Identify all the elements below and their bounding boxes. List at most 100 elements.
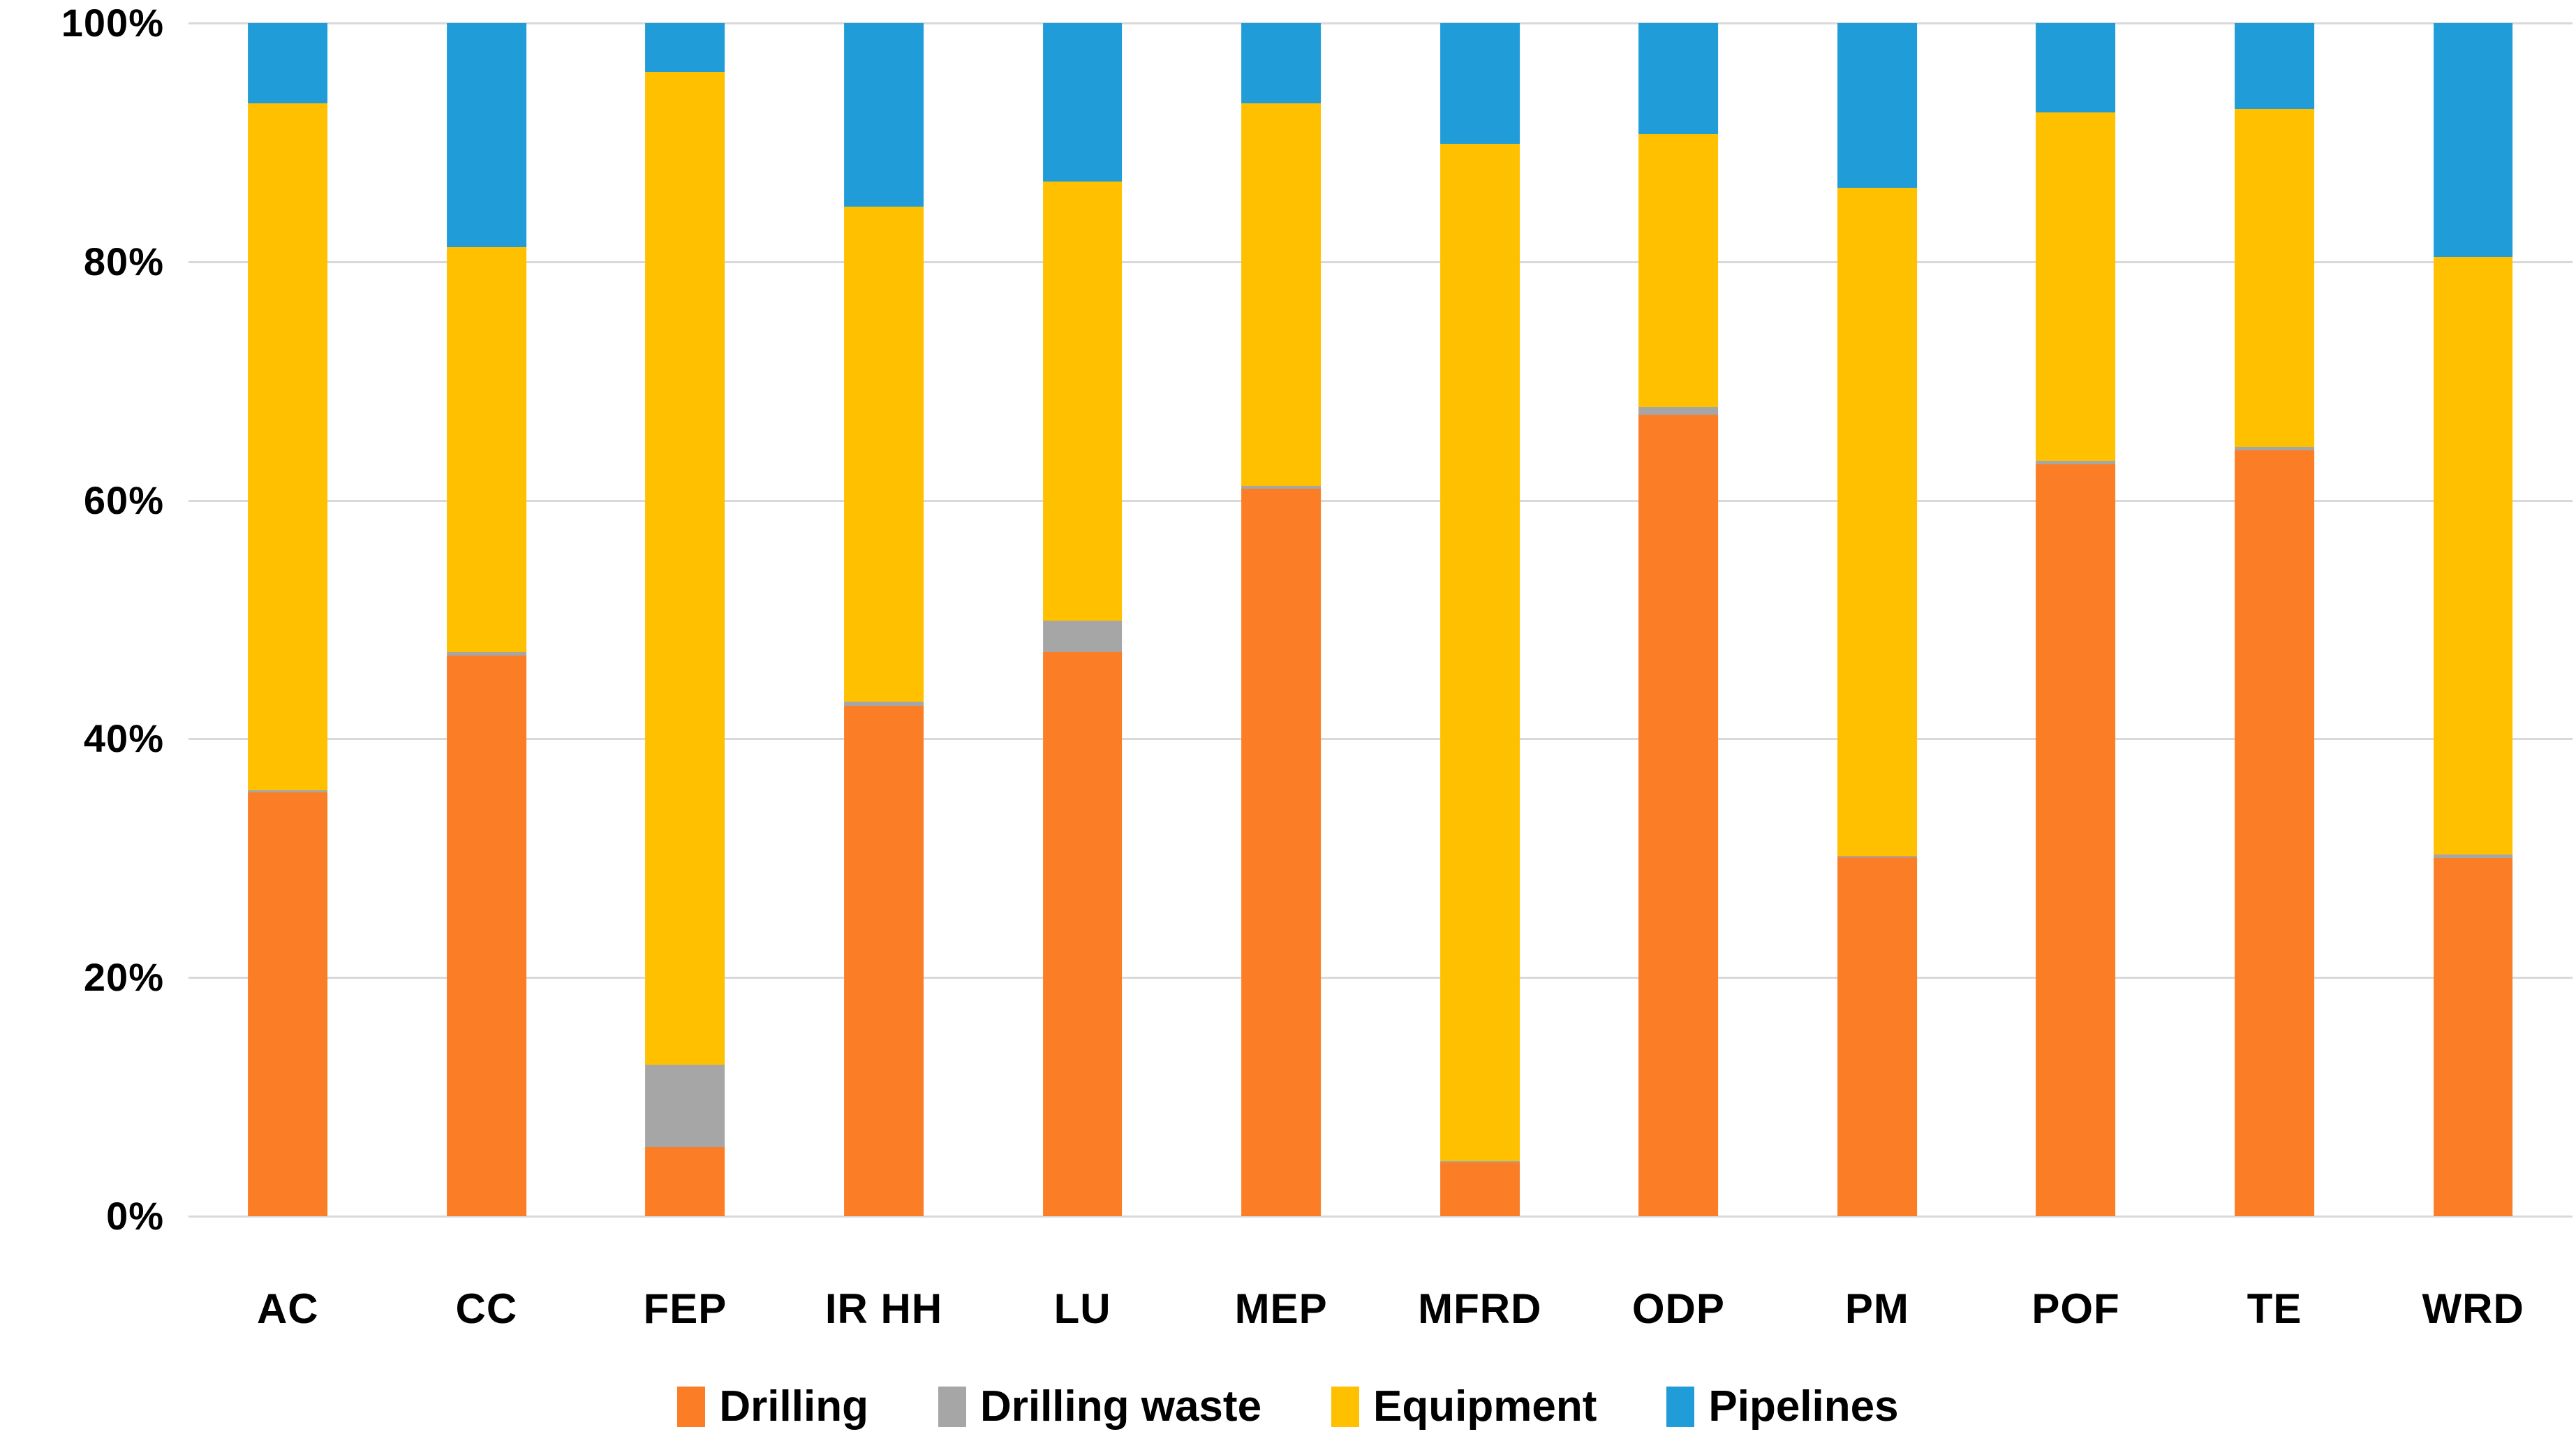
bar-segment-drilling-waste-odp [1638,407,1719,415]
bar-segment-drilling-ir-hh [844,705,924,1216]
bar-segment-equipment-ir-hh [844,207,924,702]
category-column-lu [983,23,1182,1216]
bar-segment-equipment-mfrd [1439,143,1520,1162]
bar-ir-hh [844,23,924,1216]
y-tick-label-20: 20% [83,955,164,1000]
category-column-ac [188,23,387,1216]
bar-segment-drilling-te [2235,450,2314,1216]
legend-label-drilling: Drilling [719,1382,868,1431]
gridline-60 [188,499,2573,502]
plot-area [188,22,2573,1218]
category-column-fep [586,23,785,1216]
bar-pof [2036,23,2116,1216]
bar-segment-equipment-fep [645,72,725,1065]
y-tick-label-40: 40% [83,716,164,761]
bar-segment-drilling-waste-te [2235,446,2314,450]
bar-segment-drilling-waste-mep [1241,486,1322,489]
x-axis-label-ir-hh: IR HH [824,1285,943,1332]
legend-swatch-pipelines [1666,1387,1695,1427]
legend-label-equipment: Equipment [1373,1382,1597,1431]
bar-segment-pipelines-mfrd [1439,23,1520,144]
bar-segment-drilling-waste-ir-hh [844,702,924,706]
category-column-pof [1976,23,2175,1216]
x-axis-label-pof: POF [2031,1285,2120,1332]
x-axis-label-lu: LU [1053,1285,1111,1332]
bar-segment-drilling-waste-mfrd [1439,1161,1520,1163]
category-column-cc [387,23,586,1216]
bar-segment-pipelines-mep [1241,23,1322,103]
y-tick-label-100: 100% [61,1,164,45]
bars-layer [188,23,2573,1216]
legend: Drilling Drilling waste Equipment Pipelines [0,1379,2576,1435]
bar-fep [645,23,725,1216]
bar-wrd [2433,23,2513,1216]
bar-segment-equipment-te [2235,109,2314,447]
category-column-wrd [2374,23,2573,1216]
category-column-odp [1579,23,1778,1216]
gridline-100 [188,22,2573,24]
y-tick-label-0: 0% [106,1194,164,1238]
category-column-mfrd [1380,23,1579,1216]
legend-item-pipelines: Pipelines [1666,1379,1899,1435]
bar-segment-equipment-cc [446,247,526,652]
bar-segment-drilling-waste-wrd [2433,855,2513,859]
bar-segment-drilling-mep [1241,488,1322,1216]
x-axis-label-fep: FEP [643,1285,727,1332]
bar-te [2235,23,2314,1216]
bar-ac [248,23,328,1216]
bar-segment-pipelines-pof [2036,23,2116,113]
bar-segment-pipelines-ac [248,23,328,103]
legend-label-pipelines: Pipelines [1708,1382,1899,1431]
bar-segment-pipelines-te [2235,23,2314,110]
bar-mep [1241,23,1322,1216]
x-axis-label-mep: MEP [1234,1285,1328,1332]
bar-segment-drilling-wrd [2433,858,2513,1216]
x-axis-label-pm: PM [1844,1285,1909,1332]
bar-segment-drilling-odp [1638,414,1719,1216]
bar-segment-pipelines-ir-hh [844,23,924,207]
legend-item-drilling-waste: Drilling waste [938,1379,1261,1435]
bar-segment-equipment-ac [248,103,328,790]
x-axis-label-odp: ODP [1631,1285,1725,1332]
bar-segment-drilling-waste-ac [248,790,328,793]
bar-segment-drilling-waste-cc [446,651,526,656]
legend-swatch-equipment [1331,1387,1360,1427]
x-axis: AC CC FEP IR HH LU MEP MFRD ODP PM POF TE WRD [188,1274,2573,1344]
x-axis-label-ac: AC [256,1285,319,1332]
category-column-ir-hh [785,23,984,1216]
bar-segment-equipment-pof [2036,112,2116,461]
bar-segment-drilling-ac [248,792,328,1216]
bar-segment-drilling-waste-pm [1837,855,1917,857]
bar-segment-drilling-waste-pof [2036,461,2116,465]
gridline-40 [188,738,2573,741]
bar-segment-pipelines-fep [645,23,725,73]
x-axis-label-mfrd: MFRD [1418,1285,1542,1332]
bar-segment-drilling-mfrd [1439,1162,1520,1216]
legend-label-drilling-waste: Drilling waste [979,1382,1262,1431]
bar-segment-drilling-waste-fep [645,1064,725,1147]
bar-segment-drilling-cc [446,655,526,1216]
bar-segment-pipelines-pm [1837,23,1917,188]
category-column-mep [1182,23,1381,1216]
x-axis-label-wrd: WRD [2422,1285,2524,1332]
x-axis-label-cc: CC [455,1285,518,1332]
y-tick-label-80: 80% [83,239,164,283]
gridline-0 [188,1215,2573,1218]
legend-swatch-drilling-waste [938,1387,966,1427]
bar-segment-drilling-pm [1837,857,1917,1216]
bar-segment-pipelines-odp [1638,23,1719,134]
bar-lu [1042,23,1123,1216]
x-axis-label-te: TE [2246,1285,2302,1332]
legend-swatch-drilling [677,1387,706,1427]
bar-segment-drilling-lu [1042,651,1123,1216]
bar-segment-pipelines-cc [446,23,526,248]
bar-segment-pipelines-lu [1042,23,1123,182]
bar-mfrd [1439,23,1520,1216]
bar-segment-drilling-fep [645,1146,725,1216]
bar-segment-equipment-wrd [2433,256,2513,855]
gridline-80 [188,260,2573,263]
bar-segment-drilling-pof [2036,464,2116,1216]
category-column-pm [1778,23,1977,1216]
category-column-te [2175,23,2374,1216]
